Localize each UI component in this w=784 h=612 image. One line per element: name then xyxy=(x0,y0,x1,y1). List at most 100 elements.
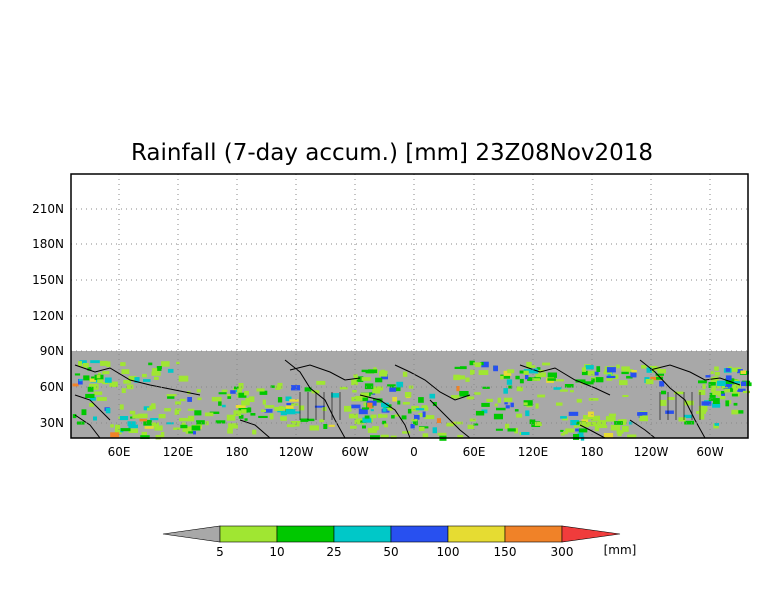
precip-cell xyxy=(581,370,589,376)
precip-cell xyxy=(89,383,99,390)
precip-cell xyxy=(392,387,401,392)
precip-cell xyxy=(389,387,397,392)
precip-cell xyxy=(96,397,107,401)
precip-cell xyxy=(503,388,508,394)
precip-cell xyxy=(351,404,361,409)
precip-cell xyxy=(142,373,147,378)
precip-cell xyxy=(173,427,181,430)
precip-cell xyxy=(560,416,567,419)
precip-cell xyxy=(497,397,501,403)
precip-cell xyxy=(627,434,637,439)
precip-cell xyxy=(93,391,103,395)
precip-cell xyxy=(258,415,268,418)
precip-cell xyxy=(698,389,706,395)
precip-cell xyxy=(577,432,584,438)
precip-cell xyxy=(381,402,389,408)
chart-title: Rainfall (7-day accum.) [mm] 23Z08Nov201… xyxy=(130,140,654,166)
precip-cell xyxy=(710,385,720,389)
precip-cell xyxy=(74,373,81,376)
precip-cell xyxy=(532,378,540,381)
coastline-segment xyxy=(519,364,611,396)
precip-cell xyxy=(639,415,648,422)
precip-cell xyxy=(262,399,266,405)
precip-cell xyxy=(387,407,393,411)
precip-cell xyxy=(319,419,324,423)
precip-cell xyxy=(459,391,469,397)
precip-cell xyxy=(227,395,232,399)
precip-cell xyxy=(698,405,708,412)
precip-cell xyxy=(370,414,377,419)
precip-cell xyxy=(353,374,358,377)
legend-unit-label: [mm] xyxy=(604,543,637,557)
precip-cell xyxy=(506,379,513,385)
precip-cell xyxy=(77,421,85,425)
precip-cell xyxy=(432,427,437,434)
precip-cell xyxy=(657,369,666,374)
precip-cell xyxy=(241,400,250,406)
precip-cell xyxy=(605,416,616,422)
precip-cell xyxy=(218,392,227,395)
precip-cell xyxy=(393,414,400,417)
lon-label: 120E xyxy=(163,445,194,459)
precip-cell xyxy=(495,428,503,431)
precip-cell xyxy=(482,386,490,389)
precip-cell xyxy=(120,362,126,367)
precip-cell xyxy=(402,371,408,377)
precip-cell xyxy=(372,387,381,394)
precip-cell xyxy=(275,385,281,390)
precip-cell xyxy=(82,363,89,368)
precip-cell xyxy=(285,404,294,411)
precip-cell xyxy=(737,388,746,392)
precip-cell xyxy=(367,427,376,433)
precip-cell xyxy=(196,389,201,393)
precip-cell xyxy=(418,413,424,417)
precip-cell xyxy=(530,368,539,374)
precipitation-patches xyxy=(72,360,752,441)
precip-cell xyxy=(132,414,141,419)
precip-cell xyxy=(519,370,526,374)
precip-cell xyxy=(89,378,96,382)
precip-cell xyxy=(507,428,516,432)
precip-cell xyxy=(230,390,236,394)
precip-cell xyxy=(446,422,454,427)
precip-cell xyxy=(375,377,383,383)
lon-label: 60E xyxy=(108,445,131,459)
precip-cell xyxy=(525,410,530,417)
lat-label: 30N xyxy=(40,416,64,430)
precip-cell xyxy=(260,409,266,412)
precip-cell xyxy=(437,432,447,436)
lat-label: 90N xyxy=(40,344,64,358)
precip-cell xyxy=(526,404,533,408)
precip-cell xyxy=(713,398,720,404)
latitude-labels: 210N 180N 150N 120N 90N 60N 30N xyxy=(32,202,64,430)
precip-cell xyxy=(656,376,664,380)
precip-cell xyxy=(626,375,633,379)
precip-cell xyxy=(361,377,371,381)
precip-cell xyxy=(570,390,574,393)
precip-cell xyxy=(269,413,274,420)
precip-cell xyxy=(621,371,629,375)
precip-cell xyxy=(535,374,545,378)
precip-cell xyxy=(424,415,435,420)
precip-cell xyxy=(106,361,111,367)
precip-cell xyxy=(221,389,228,392)
precip-cell xyxy=(481,409,488,414)
precip-cell xyxy=(197,397,202,401)
legend-swatch xyxy=(333,525,392,543)
coastline-segment xyxy=(629,419,656,439)
precip-cell xyxy=(457,434,464,439)
precip-cell xyxy=(467,424,475,429)
precip-cell xyxy=(348,413,359,419)
precip-cell xyxy=(725,400,730,407)
precip-cell xyxy=(650,376,659,381)
precip-cell xyxy=(304,387,312,392)
precip-cell xyxy=(350,425,357,429)
coastline-segment xyxy=(359,394,411,439)
precip-cell xyxy=(505,423,510,429)
legend-threshold-label: 10 xyxy=(269,545,284,559)
precip-cell xyxy=(581,367,586,372)
precip-cell xyxy=(244,418,248,421)
precip-cell xyxy=(110,424,114,428)
precip-cell xyxy=(390,435,397,439)
precip-cell xyxy=(105,408,111,414)
